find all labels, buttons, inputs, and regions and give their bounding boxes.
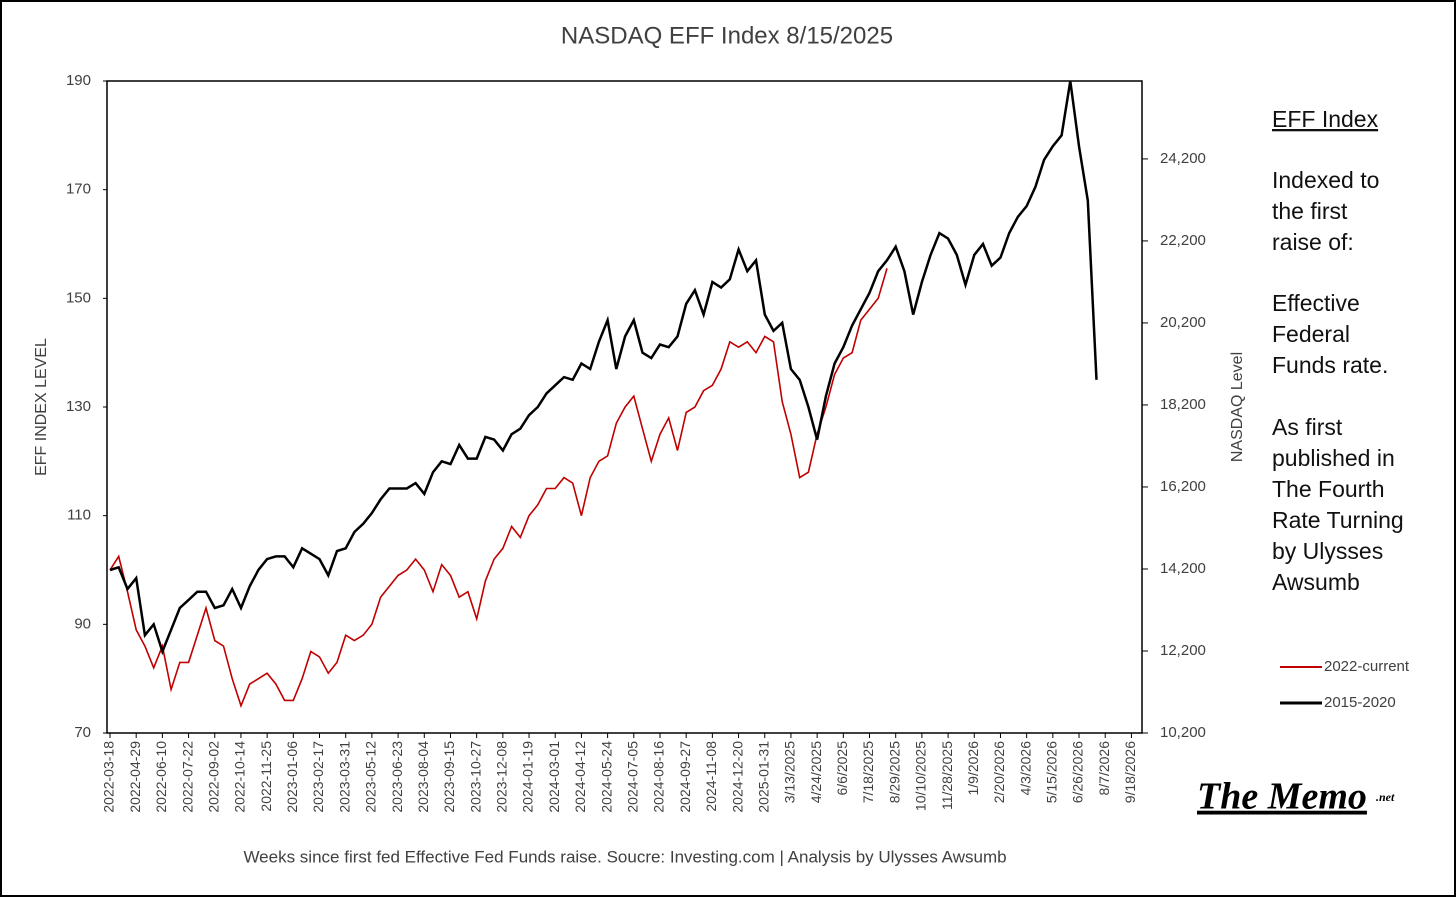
x-tick-label: 2024-11-08 bbox=[703, 741, 719, 812]
side-note: Awsumb bbox=[1272, 569, 1360, 595]
y-tick-label: 190 bbox=[66, 72, 91, 89]
side-note: Rate Turning bbox=[1272, 507, 1404, 533]
side-note: Indexed to bbox=[1272, 167, 1379, 193]
x-tick-label: 2022-04-29 bbox=[127, 741, 143, 813]
series-line bbox=[109, 268, 888, 709]
y-tick-label: 170 bbox=[66, 181, 91, 198]
x-tick-label: 1/9/2026 bbox=[965, 741, 981, 796]
x-tick-label: 2023-10-27 bbox=[467, 741, 483, 813]
x-tick-label: 2024-09-27 bbox=[677, 741, 693, 813]
x-tick-label: 8/7/2026 bbox=[1096, 741, 1112, 796]
y2-tick-label: 10,200 bbox=[1160, 724, 1206, 741]
logo-suffix: .net bbox=[1376, 790, 1395, 804]
x-tick-label: 4/3/2026 bbox=[1017, 741, 1033, 796]
x-tick-label: 2022-10-14 bbox=[232, 741, 248, 813]
legend-label: 2022-current bbox=[1324, 658, 1410, 675]
x-tick-label: 2022-03-18 bbox=[101, 741, 117, 813]
x-tick-label: 2/20/2026 bbox=[991, 741, 1007, 803]
x-tick-label: 3/13/2025 bbox=[782, 741, 798, 803]
side-note: Federal bbox=[1272, 321, 1350, 347]
y2-tick-label: 16,200 bbox=[1160, 478, 1206, 495]
x-tick-label: 2022-06-10 bbox=[153, 741, 169, 813]
side-note: Funds rate. bbox=[1272, 352, 1388, 378]
y-axis-title: EFF INDEX LEVEL bbox=[33, 338, 50, 476]
side-note: raise of: bbox=[1272, 229, 1354, 255]
side-note: As first bbox=[1272, 414, 1343, 440]
side-note: by Ulysses bbox=[1272, 538, 1383, 564]
x-tick-label: 2023-12-08 bbox=[494, 741, 510, 813]
y2-tick-label: 20,200 bbox=[1160, 314, 1206, 331]
x-tick-label: 9/18/2026 bbox=[1122, 741, 1138, 803]
x-tick-label: 6/6/2025 bbox=[834, 741, 850, 796]
y-tick-label: 130 bbox=[66, 398, 91, 415]
x-tick-label: 2023-01-06 bbox=[284, 741, 300, 813]
y-tick-label: 150 bbox=[66, 289, 91, 306]
x-tick-label: 2023-03-31 bbox=[336, 741, 352, 813]
legend-label: 2015-2020 bbox=[1324, 694, 1396, 711]
x-tick-label: 2024-08-16 bbox=[651, 741, 667, 813]
x-tick-label: 7/18/2025 bbox=[860, 741, 876, 803]
side-note: Effective bbox=[1272, 290, 1360, 316]
y2-tick-label: 12,200 bbox=[1160, 642, 1206, 659]
x-tick-label: 2024-01-19 bbox=[520, 741, 536, 813]
x-axis-title: Weeks since first fed Effective Fed Fund… bbox=[243, 847, 1006, 866]
y2-tick-label: 24,200 bbox=[1160, 150, 1206, 167]
x-tick-label: 6/26/2026 bbox=[1070, 741, 1086, 803]
x-tick-label: 2023-02-17 bbox=[310, 741, 326, 813]
x-tick-label: 2024-07-05 bbox=[625, 741, 641, 813]
x-tick-label: 2024-04-12 bbox=[572, 741, 588, 813]
x-tick-label: 2023-08-04 bbox=[415, 741, 431, 813]
y2-tick-label: 22,200 bbox=[1160, 232, 1206, 249]
x-tick-label: 2025-01-31 bbox=[755, 741, 771, 813]
y-tick-label: 70 bbox=[74, 724, 91, 741]
series-line bbox=[109, 80, 1098, 656]
x-tick-label: 2022-09-02 bbox=[205, 741, 221, 813]
x-tick-label: 2023-06-23 bbox=[389, 741, 405, 813]
side-note: published in bbox=[1272, 445, 1395, 471]
x-tick-label: 2024-12-20 bbox=[729, 741, 745, 813]
side-heading: EFF Index bbox=[1272, 106, 1379, 132]
y2-tick-label: 18,200 bbox=[1160, 396, 1206, 413]
x-tick-label: 5/15/2026 bbox=[1044, 741, 1060, 803]
x-tick-label: 2022-11-25 bbox=[258, 741, 274, 812]
logo: The Memo bbox=[1197, 776, 1367, 818]
y-tick-label: 110 bbox=[67, 507, 91, 524]
y2-tick-label: 14,200 bbox=[1160, 560, 1206, 577]
x-tick-label: 2024-03-01 bbox=[546, 741, 562, 813]
x-tick-label: 2024-05-24 bbox=[598, 741, 614, 813]
x-tick-label: 4/24/2025 bbox=[808, 741, 824, 803]
x-tick-label: 8/29/2025 bbox=[886, 741, 902, 803]
y2-axis-title: NASDAQ Level bbox=[1229, 352, 1246, 462]
x-tick-label: 2022-07-22 bbox=[179, 741, 195, 813]
x-tick-label: 10/10/2025 bbox=[913, 741, 929, 811]
side-note: The Fourth bbox=[1272, 476, 1385, 502]
x-tick-label: 2023-05-12 bbox=[363, 741, 379, 813]
side-note: the first bbox=[1272, 198, 1348, 224]
chart-title: NASDAQ EFF Index 8/15/2025 bbox=[561, 22, 893, 49]
y-tick-label: 90 bbox=[74, 615, 91, 632]
x-tick-label: 2023-09-15 bbox=[441, 741, 457, 813]
x-tick-label: 11/28/2025 bbox=[939, 741, 955, 810]
